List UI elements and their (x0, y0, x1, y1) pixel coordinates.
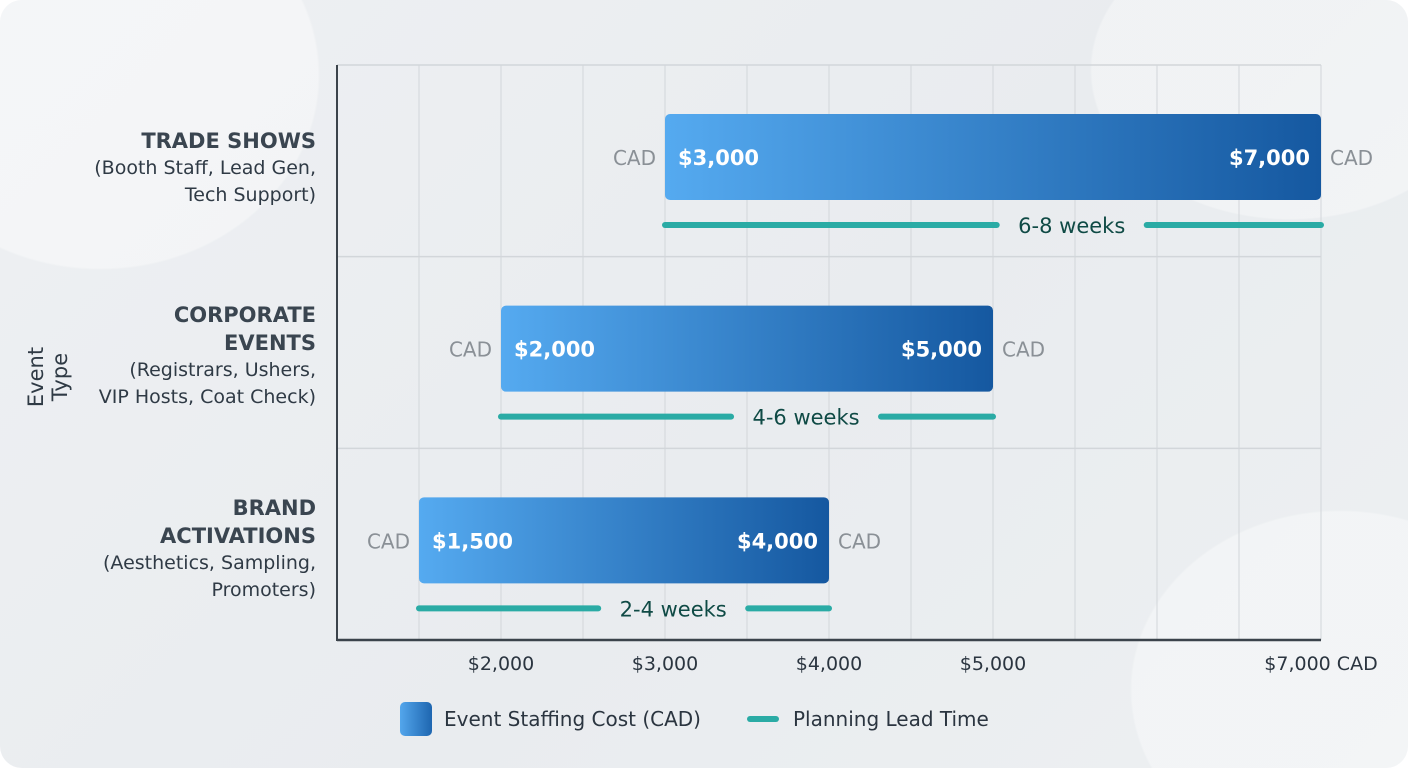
x-tick-label: $7,000 CAD (1264, 653, 1377, 675)
category-title: EVENTS (224, 331, 316, 355)
unit-label-right: CAD (1330, 146, 1373, 170)
lead-time-label: 6-8 weeks (1018, 214, 1125, 238)
lead-time-label: 2-4 weeks (620, 597, 727, 621)
bar-min-label: $3,000 (678, 146, 759, 170)
legend-label-cost: Event Staffing Cost (CAD) (444, 707, 701, 731)
category-detail: Promoters) (211, 579, 316, 601)
legend: Event Staffing Cost (CAD) Planning Lead … (400, 702, 989, 736)
lead-time-label: 4-6 weeks (752, 406, 859, 430)
category-detail: VIP Hosts, Coat Check) (98, 386, 316, 408)
legend-swatch-cost (400, 702, 432, 736)
bar-min-label: $1,500 (432, 529, 513, 553)
category-label-corporate-events: CORPORATE EVENTS (Registrars, Ushers, VI… (99, 301, 316, 411)
unit-label-left: CAD (449, 338, 492, 362)
category-title: ACTIVATIONS (160, 524, 316, 548)
x-tick-label: $2,000 (468, 653, 534, 675)
category-detail: (Aesthetics, Sampling, (103, 552, 316, 574)
unit-label-left: CAD (613, 146, 656, 170)
category-detail: Tech Support) (184, 184, 316, 206)
category-label-brand-activations: BRAND ACTIVATIONS (Aesthetics, Sampling,… (103, 494, 316, 604)
cost-range-bar (501, 305, 993, 392)
category-detail: (Registrars, Ushers, (129, 359, 316, 381)
y-axis-title: Event Type (24, 346, 72, 408)
x-tick-label: $4,000 (796, 653, 862, 675)
legend-swatch-lead-time (746, 716, 779, 722)
cost-range-bar (419, 497, 829, 584)
bar-min-label: $2,000 (514, 338, 595, 362)
x-tick-label: $3,000 (632, 653, 698, 675)
unit-label-right: CAD (838, 529, 881, 553)
category-title: CORPORATE (173, 303, 316, 327)
bar-max-label: $5,000 (901, 338, 982, 362)
cost-range-bar (665, 114, 1321, 200)
legend-label-lead-time: Planning Lead Time (792, 707, 989, 731)
category-label-trade-shows: TRADE SHOWS (Booth Staff, Lead Gen, Tech… (94, 127, 316, 209)
unit-label-right: CAD (1002, 338, 1045, 362)
x-tick-label: $5,000 (960, 653, 1026, 675)
category-title: TRADE SHOWS (141, 129, 316, 153)
category-detail: (Booth Staff, Lead Gen, (94, 157, 316, 179)
category-title: BRAND (232, 496, 316, 520)
bar-max-label: $7,000 (1229, 146, 1310, 170)
unit-label-left: CAD (367, 529, 410, 553)
bar-max-label: $4,000 (737, 529, 818, 553)
